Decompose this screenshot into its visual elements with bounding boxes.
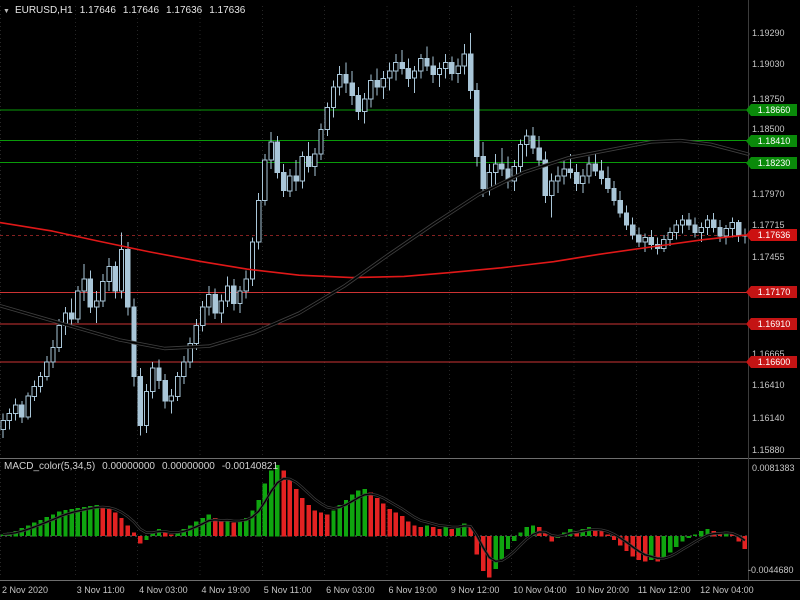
support-price-badge-arrow [746,356,751,368]
price-axis-label: 1.19290 [752,27,785,38]
macd-indicator-name: MACD_color(5,34,5) [4,461,96,472]
macd-axis-max-label: 0.0081383 [752,463,795,473]
price-axis-label: 1.19030 [752,59,785,70]
price-axis-label: 1.16665 [752,348,785,359]
slow-ma-line [0,221,749,279]
macd-value-1: 0.00000000 [102,461,155,472]
time-axis-label: 10 Nov 20:00 [575,585,630,595]
time-axis-label: 4 Nov 03:00 [139,585,188,595]
time-axis-label: 10 Nov 04:00 [513,585,567,595]
time-axis-label: 2 Nov 2020 [2,585,49,595]
current-price-badge: 1.17636 [746,229,797,242]
macd-signal-line [3,478,746,562]
support-price-badge-arrow [746,286,751,299]
macd-value-2: 0.00000000 [162,461,215,472]
support-price-badge: 1.16910 [746,318,797,331]
time-axis-label: 6 Nov 19:00 [388,585,438,595]
fast-ma-line [0,139,749,350]
support-price-badge: 1.16600 [746,356,797,368]
time-axis-label: 11 Nov 12:00 [637,585,691,595]
price-axis-label: 1.17970 [752,189,785,199]
symbol-period-label: EURUSD,H1 [14,5,73,16]
price-axis-label: 1.17715 [752,220,785,231]
resistance-price-badge-arrow [746,134,751,147]
macd-axis-min-label: -0.0044680 [748,565,794,575]
support-price-badge-arrow [746,318,751,331]
time-axis-label: 5 Nov 11:00 [263,585,312,595]
candles-layer [0,33,748,438]
chart-title-row: ▼ EURUSD,H1 1.17646 1.17646 1.17636 1.17636 [3,5,245,16]
resistance-price-badge-arrow [746,156,751,169]
price-axis-label: 1.17455 [752,251,785,262]
time-axis[interactable] [0,580,800,600]
price-axis-label: 1.18500 [752,124,785,135]
ohlc-high: 1.17646 [122,5,160,16]
support-price-badge: 1.17170 [746,286,797,299]
price-axis[interactable] [748,0,800,580]
ohlc-close: 1.17636 [209,5,246,16]
chart-marker-icon: ▼ [3,8,10,15]
resistance-price-badge: 1.18410 [746,134,797,147]
price-axis-label: 1.18750 [752,93,785,104]
price-axis-label: 1.16410 [752,379,785,390]
resistance-price-badge: 1.18230 [746,156,797,169]
time-axis-label: 12 Nov 04:00 [700,585,754,595]
time-axis-label: 3 Nov 11:00 [76,585,125,595]
resistance-price-badge: 1.18660 [746,104,797,117]
macd-histogram-layer [0,465,748,578]
macd-value-3: -0.00140821 [221,461,279,472]
ohlc-open: 1.17646 [79,5,116,16]
time-axis-label: 4 Nov 19:00 [201,585,251,595]
current-price-badge-arrow [746,229,751,242]
price-axis-label: 1.16140 [752,412,785,423]
macd-label-row: MACD_color(5,34,5) 0.00000000 0.00000000 -0… [4,461,278,472]
levels-layer [0,109,748,363]
time-axis-label: 9 Nov 12:00 [450,585,500,595]
price-axis-label: 1.15880 [752,444,785,455]
time-axis-label: 6 Nov 03:00 [326,585,375,595]
ohlc-low: 1.17636 [166,5,203,16]
resistance-price-badge-arrow [746,104,751,117]
